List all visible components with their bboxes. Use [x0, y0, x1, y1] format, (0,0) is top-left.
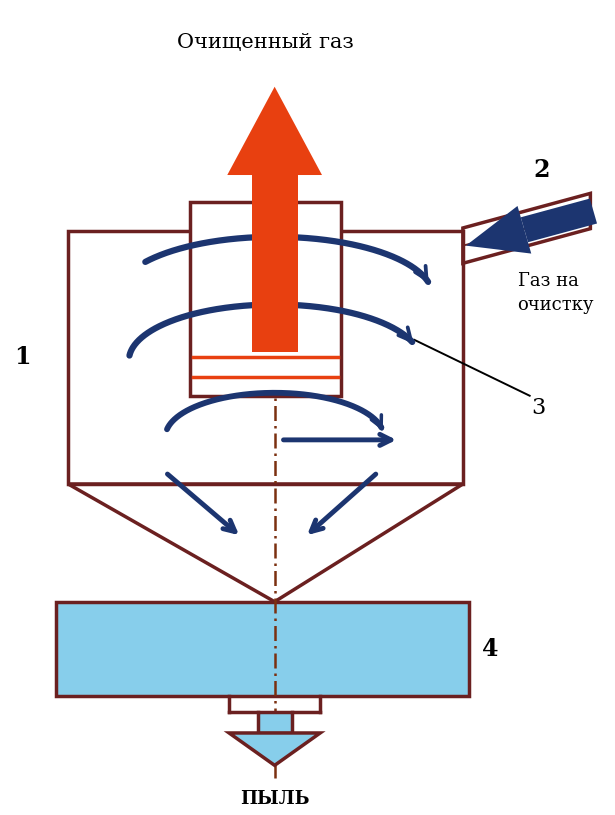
Polygon shape — [258, 712, 292, 733]
Text: 4: 4 — [482, 637, 498, 661]
Polygon shape — [56, 601, 469, 696]
Polygon shape — [521, 199, 597, 242]
Text: 1: 1 — [14, 346, 31, 369]
Polygon shape — [229, 733, 320, 765]
Text: 2: 2 — [534, 158, 550, 182]
Text: Газ на
очистку: Газ на очистку — [517, 272, 594, 314]
Polygon shape — [252, 175, 298, 351]
Polygon shape — [466, 206, 531, 253]
Text: 3: 3 — [531, 397, 546, 418]
Polygon shape — [189, 201, 341, 396]
Text: Очищенный газ: Очищенный газ — [177, 33, 354, 52]
Polygon shape — [228, 86, 322, 175]
Text: ПЫЛЬ: ПЫЛЬ — [240, 790, 309, 808]
